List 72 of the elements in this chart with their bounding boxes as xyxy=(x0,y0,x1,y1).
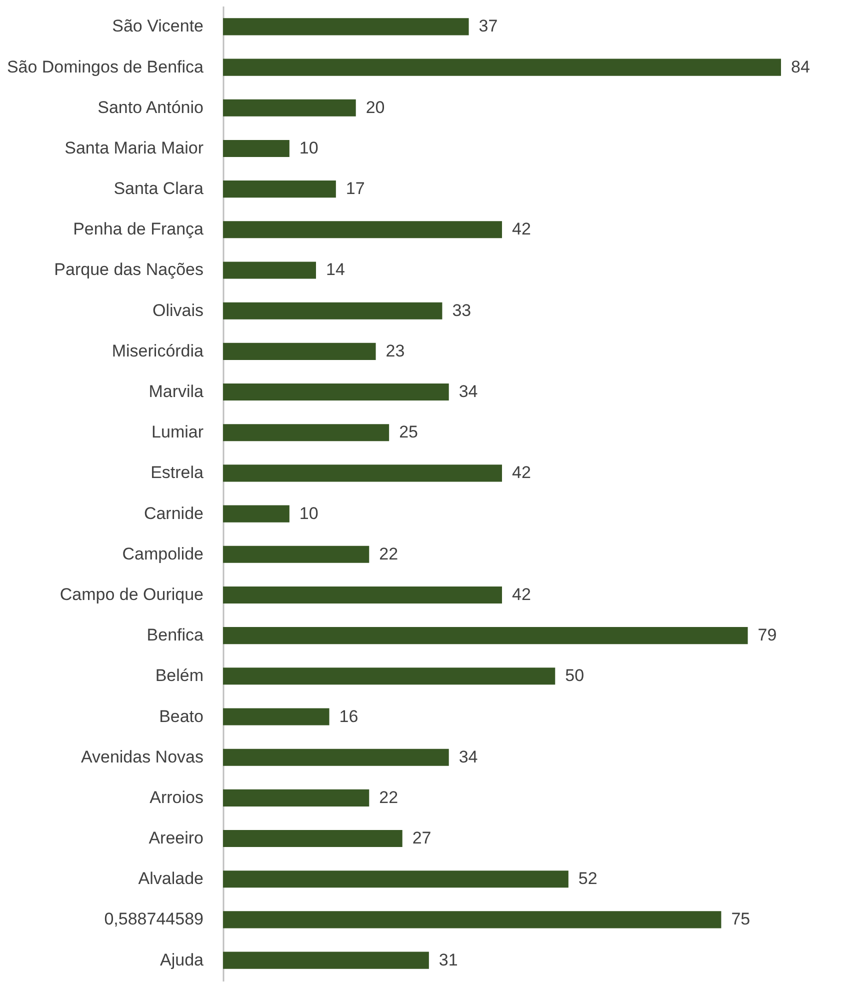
data-label: 79 xyxy=(758,626,777,645)
data-label: 52 xyxy=(578,869,598,888)
bar xyxy=(223,546,370,563)
data-label: 25 xyxy=(399,422,418,442)
y-tick-label: Carnide xyxy=(144,504,204,523)
data-label: 33 xyxy=(452,300,472,320)
bar xyxy=(223,58,781,76)
data-label: 34 xyxy=(458,382,478,402)
data-label: 75 xyxy=(731,910,750,929)
y-tick-label: Campolide xyxy=(122,544,204,564)
bar xyxy=(223,830,402,848)
bar xyxy=(223,586,502,604)
data-label: 17 xyxy=(346,179,365,198)
y-tick-label: Santa Clara xyxy=(114,179,204,198)
bar xyxy=(223,384,449,401)
data-label: 31 xyxy=(438,950,458,970)
y-tick-label: Beato xyxy=(159,706,204,726)
y-tick-label: Ajuda xyxy=(160,950,204,970)
y-tick-label: Penha de França xyxy=(73,220,204,239)
data-label: 84 xyxy=(791,57,810,76)
bar xyxy=(223,668,556,685)
y-tick-label: 0,588744589 xyxy=(104,910,204,929)
y-tick-label: Campo de Ourique xyxy=(60,584,204,604)
y-tick-label: Avenidas Novas xyxy=(80,747,204,766)
y-tick-label: São Domingos de Benfica xyxy=(6,57,204,76)
y-tick-label: Parque das Nações xyxy=(54,260,204,280)
bar xyxy=(223,140,290,157)
bar xyxy=(223,99,356,116)
bar xyxy=(223,180,336,198)
y-tick-label: Benfica xyxy=(146,626,204,645)
bar xyxy=(223,789,370,806)
y-tick-label: Estrela xyxy=(150,463,204,482)
data-label: 23 xyxy=(386,341,405,360)
bar xyxy=(223,870,568,888)
bar xyxy=(223,464,502,482)
data-label: 10 xyxy=(299,138,318,158)
data-label: 37 xyxy=(478,16,498,36)
y-tick-label: Arroios xyxy=(150,788,204,807)
bar xyxy=(223,505,290,522)
data-label: 27 xyxy=(412,828,432,848)
bar xyxy=(223,424,390,442)
data-label: 14 xyxy=(326,260,345,280)
data-label: 22 xyxy=(379,544,398,564)
bar xyxy=(223,18,469,36)
bar xyxy=(223,952,429,969)
data-label: 42 xyxy=(512,220,531,239)
bar xyxy=(223,302,442,320)
y-tick-label: Santo António xyxy=(98,98,204,117)
bar xyxy=(223,748,449,766)
y-tick-label: Santa Maria Maior xyxy=(64,138,204,158)
bar xyxy=(223,911,722,928)
data-label: 42 xyxy=(512,463,531,482)
data-label: 42 xyxy=(512,584,531,604)
data-label: 34 xyxy=(458,747,478,766)
bar xyxy=(223,221,502,238)
y-tick-label: Olivais xyxy=(152,300,204,320)
data-label: 16 xyxy=(339,706,358,726)
data-label: 10 xyxy=(299,504,318,523)
y-tick-label: São Vicente xyxy=(112,16,204,36)
bar xyxy=(223,708,330,726)
data-label: 50 xyxy=(565,666,584,686)
y-tick-label: Alvalade xyxy=(138,869,204,888)
bar xyxy=(223,342,376,360)
y-tick-label: Lumiar xyxy=(152,422,204,442)
y-tick-label: Belém xyxy=(155,666,204,686)
bar xyxy=(223,627,748,644)
y-tick-label: Misericórdia xyxy=(112,341,204,360)
bar xyxy=(223,262,316,279)
y-tick-label: Areeiro xyxy=(148,828,204,848)
data-label: 22 xyxy=(379,788,398,807)
y-tick-label: Marvila xyxy=(148,382,204,402)
data-label: 20 xyxy=(366,98,385,117)
